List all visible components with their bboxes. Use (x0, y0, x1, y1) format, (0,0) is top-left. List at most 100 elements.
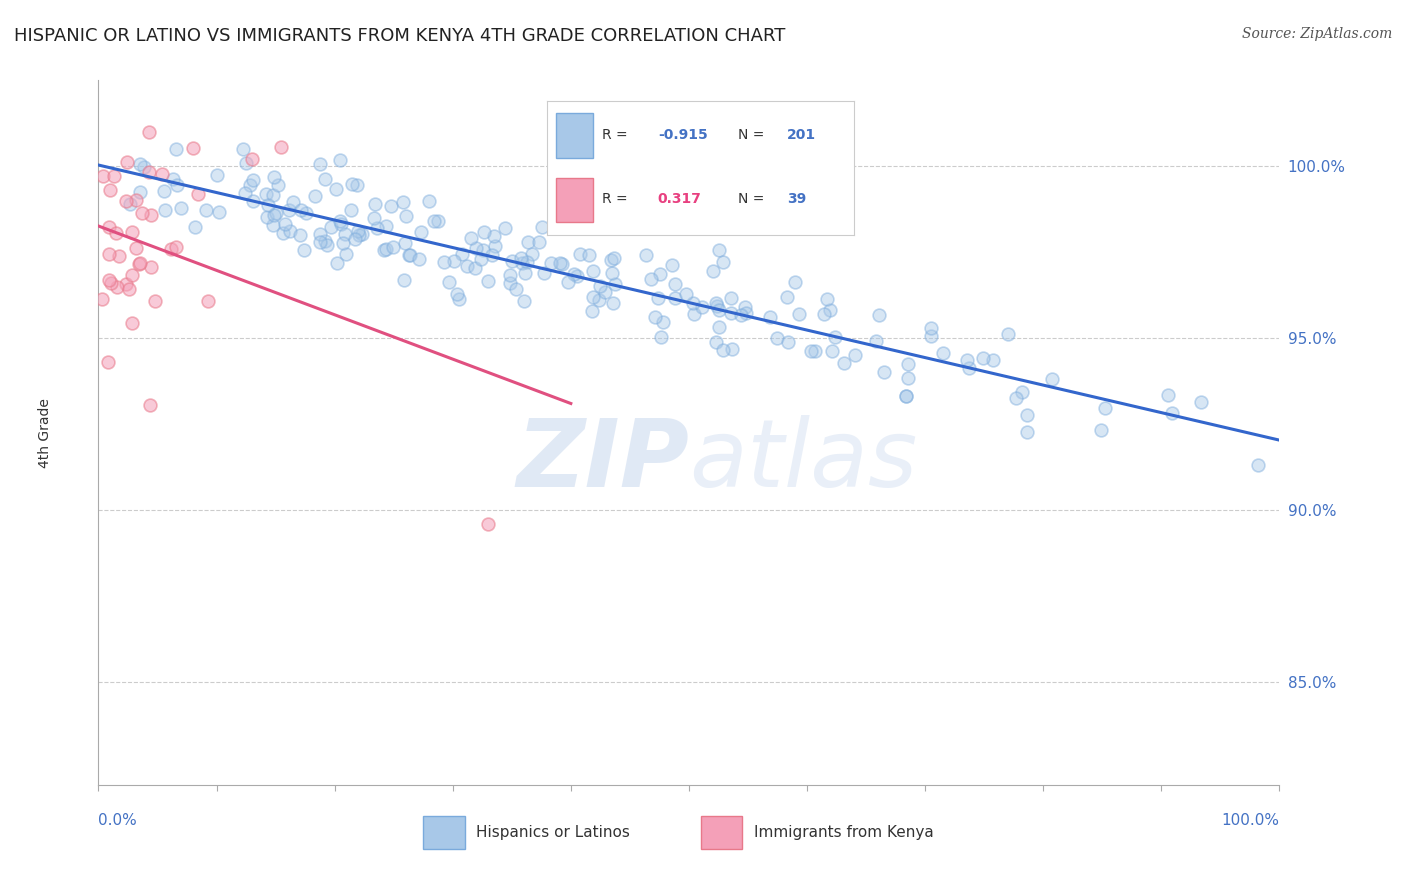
Point (121, 268, 143, 282)
Point (409, 226, 432, 240)
Point (759, 310, 782, 325)
Point (704, 296, 727, 310)
Point (329, 217, 352, 231)
Point (257, 198, 280, 212)
Point (735, 306, 758, 320)
Point (363, 211, 385, 225)
Point (132, 160, 155, 174)
Point (1017, 408, 1039, 422)
Point (418, 194, 440, 209)
Point (349, 227, 371, 242)
Point (321, 219, 343, 234)
Point (207, 168, 229, 182)
Point (533, 266, 555, 280)
Point (437, 276, 460, 290)
Point (394, 235, 416, 250)
Point (707, 319, 730, 334)
Point (634, 248, 657, 262)
Point (562, 267, 585, 281)
Point (115, 277, 138, 291)
Point (897, 371, 920, 385)
Point (605, 277, 627, 291)
Text: 0.0%: 0.0% (98, 814, 138, 828)
Point (844, 348, 866, 362)
Point (603, 252, 626, 266)
Point (730, 308, 752, 322)
Point (335, 247, 357, 261)
Point (232, 142, 254, 156)
Point (183, 140, 205, 154)
Point (972, 351, 994, 365)
Point (644, 310, 666, 324)
Point (121, 225, 143, 239)
Point (499, 268, 522, 283)
Point (464, 261, 486, 276)
Point (981, 352, 1004, 367)
Point (91, 292, 114, 306)
Point (776, 290, 799, 304)
Point (565, 269, 588, 284)
Point (392, 273, 415, 287)
Point (315, 238, 337, 252)
Point (254, 186, 277, 201)
Point (593, 285, 616, 299)
Point (165, 239, 187, 253)
Point (238, 178, 260, 192)
Point (821, 343, 844, 358)
Point (139, 208, 162, 222)
Point (335, 227, 357, 242)
Point (720, 291, 742, 305)
Point (720, 306, 742, 320)
Point (97, 273, 120, 287)
Point (105, 280, 128, 294)
Point (721, 342, 744, 356)
Point (471, 244, 494, 258)
Point (263, 169, 285, 184)
Point (117, 282, 139, 296)
Point (294, 206, 316, 220)
Point (464, 241, 486, 255)
Point (267, 178, 290, 192)
Point (283, 194, 305, 209)
Point (443, 253, 465, 268)
Point (392, 194, 415, 209)
Point (734, 300, 756, 314)
Point (290, 203, 312, 218)
Point (832, 357, 855, 371)
Point (932, 346, 955, 360)
Point (456, 259, 478, 273)
Point (375, 219, 398, 234)
Point (824, 329, 846, 343)
Point (647, 291, 669, 305)
Point (640, 272, 662, 286)
Point (470, 252, 492, 266)
Point (270, 139, 292, 153)
Point (278, 203, 301, 218)
Point (815, 292, 838, 306)
Point (138, 164, 160, 178)
Point (1090, 423, 1112, 437)
Point (557, 275, 579, 289)
Point (1247, 458, 1270, 473)
Point (602, 296, 624, 310)
Point (650, 330, 672, 344)
Point (1004, 392, 1026, 406)
Point (661, 258, 683, 272)
Point (1094, 401, 1116, 415)
Point (150, 167, 173, 181)
Point (128, 157, 150, 171)
Point (484, 229, 506, 244)
Point (325, 182, 347, 196)
Point (894, 389, 917, 403)
Point (920, 329, 942, 343)
Point (1157, 388, 1180, 402)
Point (530, 220, 553, 235)
Point (589, 279, 612, 293)
Point (481, 248, 503, 262)
Point (569, 247, 592, 261)
Point (664, 291, 686, 305)
Point (517, 235, 540, 249)
Point (262, 218, 284, 232)
Point (240, 152, 263, 166)
Point (162, 172, 184, 186)
